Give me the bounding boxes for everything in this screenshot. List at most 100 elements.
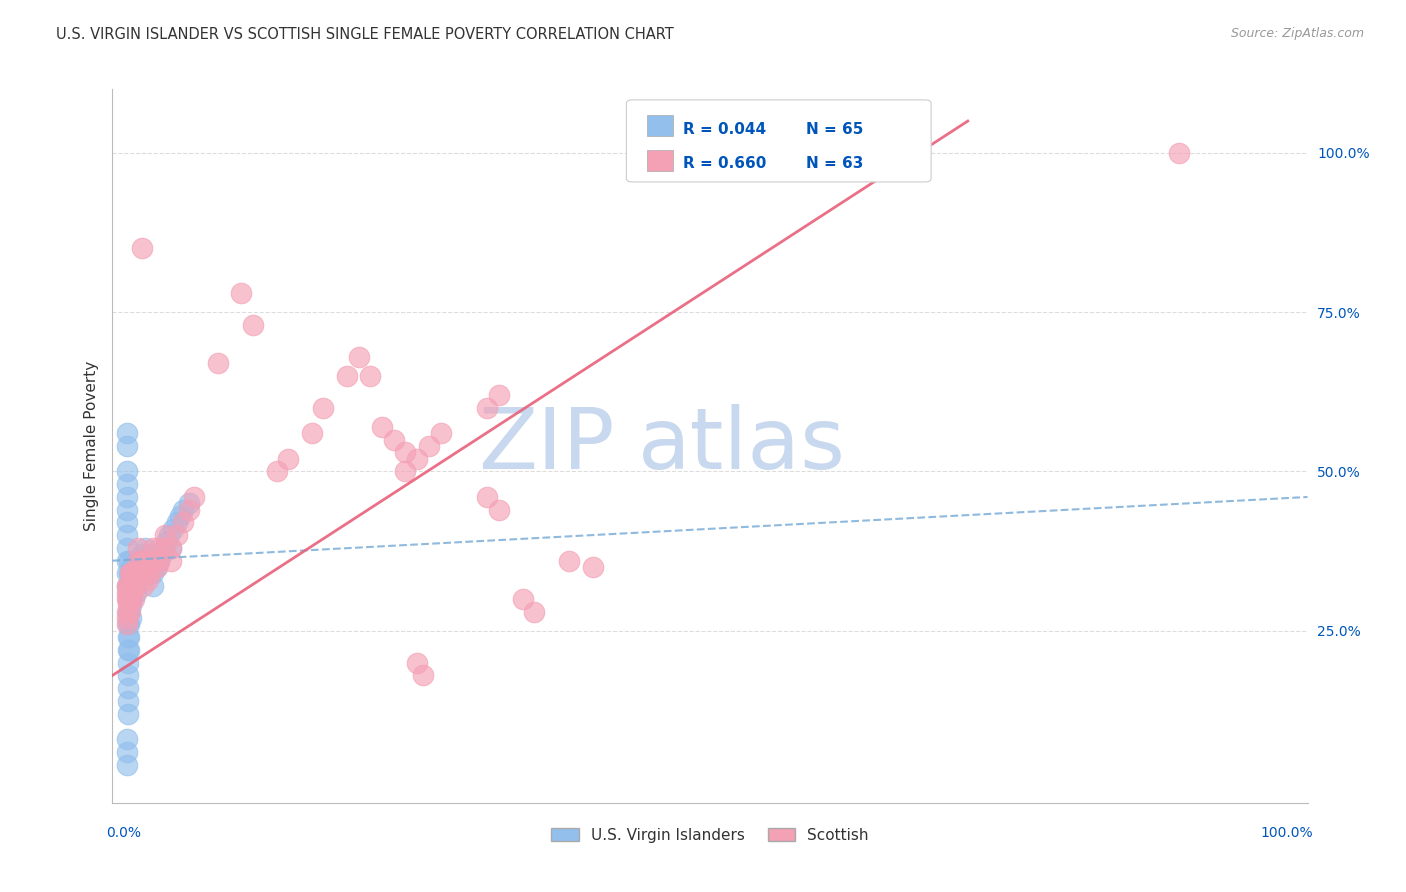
Point — [146, 560, 169, 574]
Point — [131, 242, 153, 256]
Point — [120, 591, 142, 606]
Point — [125, 560, 148, 574]
Point — [134, 554, 156, 568]
Point — [117, 579, 139, 593]
Point — [488, 388, 510, 402]
Point — [142, 579, 165, 593]
Point — [148, 554, 170, 568]
Point — [177, 496, 200, 510]
Point — [477, 401, 499, 415]
Point — [266, 465, 288, 479]
Point — [118, 566, 141, 581]
FancyBboxPatch shape — [647, 115, 673, 136]
Point — [394, 445, 416, 459]
Point — [231, 286, 253, 301]
Point — [155, 541, 177, 555]
Point — [336, 368, 359, 383]
Point — [120, 579, 142, 593]
Text: R = 0.660: R = 0.660 — [682, 156, 766, 171]
Point — [512, 591, 534, 606]
Point — [118, 591, 141, 606]
Point — [117, 617, 139, 632]
Point — [117, 668, 139, 682]
Point — [120, 599, 142, 613]
Point — [117, 694, 139, 708]
Point — [120, 585, 142, 599]
Point — [172, 502, 194, 516]
Point — [418, 439, 440, 453]
Legend: U.S. Virgin Islanders, Scottish: U.S. Virgin Islanders, Scottish — [546, 822, 875, 848]
Point — [118, 554, 141, 568]
Point — [582, 560, 605, 574]
Point — [301, 426, 323, 441]
Point — [406, 451, 429, 466]
Point — [406, 656, 429, 670]
Point — [122, 591, 145, 606]
Point — [142, 541, 165, 555]
FancyBboxPatch shape — [647, 151, 673, 171]
Point — [115, 605, 138, 619]
Point — [127, 541, 149, 555]
Point — [127, 554, 149, 568]
Point — [155, 528, 177, 542]
Point — [371, 420, 394, 434]
Point — [120, 605, 141, 619]
Point — [177, 502, 200, 516]
Point — [488, 502, 510, 516]
Point — [115, 579, 138, 593]
FancyBboxPatch shape — [627, 100, 931, 182]
Point — [125, 579, 148, 593]
Point — [166, 528, 188, 542]
Text: 100.0%: 100.0% — [1261, 826, 1313, 839]
Point — [125, 566, 148, 581]
Text: N = 65: N = 65 — [806, 122, 863, 137]
Text: atlas: atlas — [638, 404, 846, 488]
Point — [115, 502, 138, 516]
Point — [146, 560, 169, 574]
Point — [160, 541, 183, 555]
Point — [412, 668, 434, 682]
Point — [115, 617, 138, 632]
Point — [120, 591, 141, 606]
Point — [117, 656, 139, 670]
Point — [157, 528, 180, 542]
Point — [120, 566, 142, 581]
Point — [115, 566, 138, 581]
Point — [118, 605, 141, 619]
Point — [117, 681, 139, 695]
Point — [121, 579, 143, 593]
Point — [359, 368, 381, 383]
Point — [117, 605, 139, 619]
Text: Source: ZipAtlas.com: Source: ZipAtlas.com — [1230, 27, 1364, 40]
Point — [166, 516, 188, 530]
Point — [136, 573, 159, 587]
Point — [394, 465, 416, 479]
Point — [136, 560, 159, 574]
Point — [115, 528, 138, 542]
Point — [115, 745, 138, 759]
Point — [115, 611, 138, 625]
Point — [160, 541, 183, 555]
Point — [118, 617, 141, 632]
Point — [115, 477, 138, 491]
Point — [121, 591, 143, 606]
Point — [183, 490, 205, 504]
Point — [523, 605, 546, 619]
Point — [117, 585, 139, 599]
Point — [117, 706, 139, 721]
Y-axis label: Single Female Poverty: Single Female Poverty — [83, 361, 98, 531]
Point — [477, 490, 499, 504]
Point — [153, 541, 176, 555]
Point — [1167, 145, 1189, 160]
Point — [132, 566, 155, 581]
Point — [127, 566, 149, 581]
Point — [142, 566, 165, 581]
Point — [125, 573, 148, 587]
Point — [117, 591, 139, 606]
Point — [120, 560, 142, 574]
Point — [139, 554, 162, 568]
Point — [120, 566, 141, 581]
Point — [139, 566, 162, 581]
Point — [139, 547, 162, 561]
Point — [172, 516, 194, 530]
